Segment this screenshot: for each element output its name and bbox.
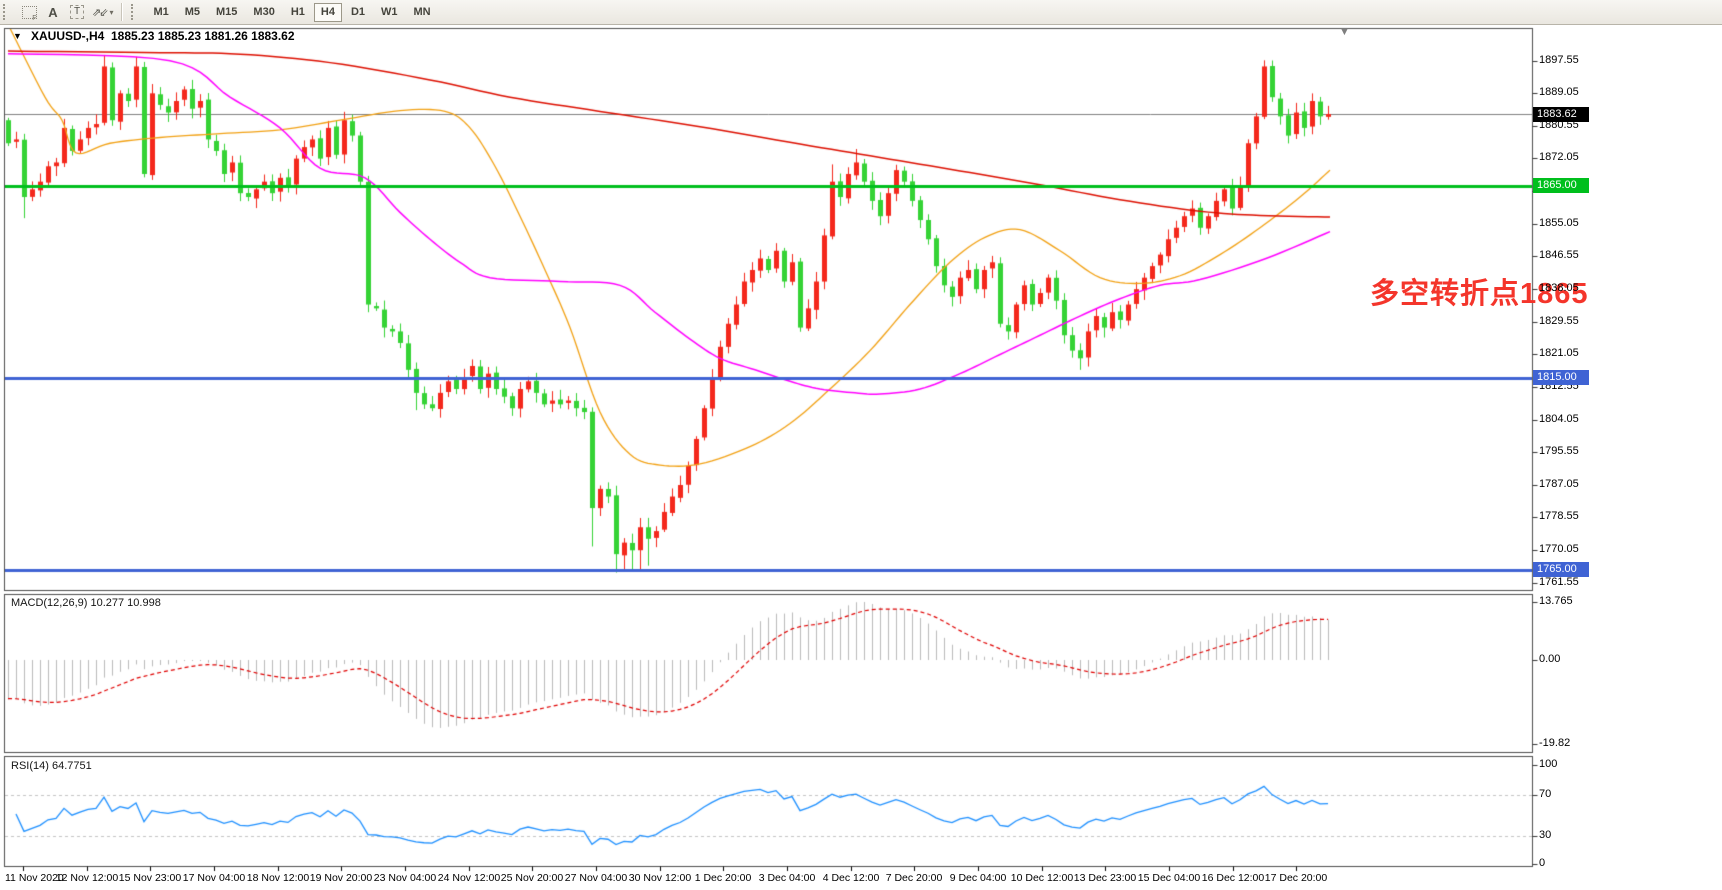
price-badge-support-level: 1765.00 [1533,562,1589,577]
timeframe-drag-handle[interactable] [131,4,140,20]
price-axis-label: 1889.05 [1539,86,1579,99]
timeframe-button-m1[interactable]: M1 [146,3,175,22]
timeframe-button-h4[interactable]: H4 [313,2,342,22]
date-axis-label: 15 Dec 04:00 [1137,872,1201,884]
toolbar: F A T ⇗⇙ ▾ M1 M5 M15 M30 H1 H4 D1 W1 MN [0,0,1722,25]
text-tool-button[interactable]: A [41,2,65,22]
label-tool-button[interactable]: T [65,2,89,22]
macd-axis-label: -19.82 [1539,737,1571,749]
timeframe-button-w1[interactable]: W1 [374,3,405,22]
price-axis-label: 1821.05 [1539,347,1579,360]
symbol-ohlc-title: XAUUSD-,H4 1885.23 1885.23 1881.26 1883.… [31,29,295,43]
date-axis-label: 30 Nov 12:00 [628,872,692,884]
price-axis-label: 1846.55 [1539,249,1579,262]
date-axis-label: 18 Nov 12:00 [246,872,310,884]
date-axis-label: 23 Nov 04:00 [373,872,437,884]
timeframe-button-m30[interactable]: M30 [246,3,281,22]
text-a-icon: A [48,4,58,20]
date-axis-label: 17 Dec 20:00 [1264,872,1328,884]
price-axis-label: 1880.55 [1539,118,1579,131]
rsi-name: RSI(14) [11,760,49,772]
date-axis-label: 15 Nov 23:00 [118,872,182,884]
toolbar-separator [121,3,124,21]
chart-annotation-text: 多空转折点1865 [1370,278,1589,310]
date-axis-label: 24 Nov 12:00 [437,872,501,884]
date-axis-label: 25 Nov 20:00 [500,872,564,884]
macd-indicator-label: MACD(12,26,9) 10.277 10.998 [11,597,161,609]
macd-axis-label: 13.765 [1539,594,1573,607]
grid-icon: F [21,5,37,22]
macd-values: 10.277 10.998 [87,597,161,609]
price-badge-pivot-level: 1865.00 [1533,178,1589,193]
date-axis-label: 19 Nov 20:00 [309,872,373,884]
arrows-tool-button[interactable]: ⇗⇙ ▾ [89,2,116,22]
symbol-collapse-icon[interactable]: ▼ [13,31,22,41]
price-badge-support-level: 1815.00 [1533,370,1589,385]
timeframe-group: M1 M5 M15 M30 H1 H4 D1 W1 MN [145,2,438,22]
rsi-axis-label: 70 [1539,788,1552,801]
timeframe-button-mn[interactable]: MN [407,3,438,22]
date-axis-label: 1 Dec 20:00 [694,872,752,884]
rsi-axis-label: 0 [1539,857,1546,869]
price-axis-label: 1872.05 [1539,151,1579,164]
timeframe-button-h1[interactable]: H1 [284,3,312,22]
rsi-axis-label: 30 [1539,828,1552,841]
date-axis-label: 9 Dec 04:00 [949,872,1007,884]
price-axis-label: 1897.55 [1539,53,1579,66]
date-axis-label: 16 Dec 12:00 [1201,872,1265,884]
price-axis-label: 1795.55 [1539,445,1579,458]
chevron-down-icon: ▾ [109,7,114,17]
rsi-values: 64.7751 [48,760,92,772]
price-axis-label: 1804.05 [1539,412,1579,425]
timeframe-button-m15[interactable]: M15 [209,3,244,22]
date-axis-label: 12 Nov 12:00 [55,872,119,884]
date-axis-label: 13 Dec 23:00 [1073,872,1137,884]
rsi-indicator-label: RSI(14) 64.7751 [11,760,92,772]
price-axis-label: 1829.55 [1539,314,1579,327]
date-axis-label: 7 Dec 20:00 [885,872,943,884]
rsi-axis-label: 100 [1539,758,1558,770]
grid-tool-button[interactable]: F [17,2,41,22]
timeframe-button-m5[interactable]: M5 [178,3,207,22]
macd-axis-label: 0.00 [1539,653,1561,665]
price-badge-current-price: 1883.62 [1533,106,1589,122]
price-axis-label: 1761.55 [1539,575,1579,588]
chart-shift-marker-icon[interactable]: ▼ [1339,26,1350,38]
date-axis-label: 10 Dec 12:00 [1010,872,1074,884]
date-axis-label: 4 Dec 12:00 [822,872,880,884]
date-axis-label: 11 Nov 2020 [5,872,64,884]
price-axis-label: 1838.05 [1539,281,1579,294]
date-axis-label: 27 Nov 04:00 [564,872,628,884]
grid-icon-sub: F [32,14,37,22]
toolbar-drag-handle[interactable] [3,4,12,20]
label-t-icon: T [69,5,85,19]
date-axis-label: 3 Dec 04:00 [758,872,816,884]
price-axis-label: 1770.05 [1539,543,1579,556]
price-axis-label: 1778.55 [1539,510,1579,523]
price-axis-label: 1855.05 [1539,216,1579,229]
date-axis-label: 17 Nov 04:00 [182,872,246,884]
arrows-icon: ⇗⇙ [92,6,109,19]
macd-name: MACD(12,26,9) [11,597,88,609]
timeframe-button-d1[interactable]: D1 [344,3,372,22]
price-axis-label: 1787.05 [1539,477,1579,490]
